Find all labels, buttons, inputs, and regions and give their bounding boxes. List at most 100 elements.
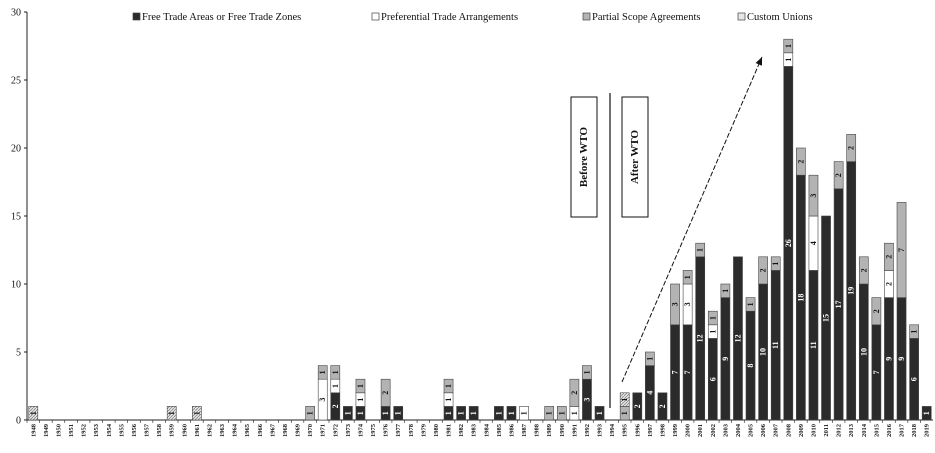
data-label: 1 — [356, 384, 365, 388]
x-tick-label: 1997 — [647, 423, 654, 437]
x-tick-label: 1980 — [433, 424, 440, 437]
legend-swatch — [371, 12, 380, 21]
annotation-box — [621, 96, 649, 218]
trend-arrow — [621, 56, 763, 383]
data-label: 1 — [784, 58, 793, 62]
data-label: 9 — [884, 357, 893, 361]
data-label: 1 — [645, 357, 654, 361]
legend-swatch — [737, 12, 746, 21]
x-tick-label: 1948 — [30, 423, 37, 437]
data-label: 1 — [444, 411, 453, 415]
legend-entry: Custom Unions — [747, 12, 813, 23]
legend-entry: Preferential Trade Arrangements — [381, 12, 518, 23]
x-tick-label: 1956 — [131, 423, 138, 437]
x-tick-label: 2013 — [848, 423, 855, 437]
x-tick-label: 1982 — [458, 424, 465, 437]
x-tick-label: 1949 — [43, 423, 50, 437]
x-tick-label: 1988 — [534, 423, 541, 437]
data-label: 1 — [582, 370, 591, 374]
annotation-label: After WTO — [629, 130, 641, 185]
bar-segment — [682, 270, 693, 285]
bar-segment — [833, 161, 844, 190]
data-label: 2 — [759, 268, 768, 272]
data-label: 2 — [847, 146, 856, 150]
data-label: 1 — [167, 411, 176, 415]
data-label: 6 — [910, 377, 919, 381]
bar-segment — [645, 351, 655, 366]
x-tick-label: 1967 — [269, 423, 276, 437]
data-label: 9 — [721, 357, 730, 361]
bar-segment — [494, 406, 504, 421]
x-tick-label: 1981 — [446, 424, 453, 437]
y-tick-label: 15 — [11, 212, 21, 223]
bar-segment — [707, 310, 718, 326]
bar-segment — [380, 378, 391, 407]
y-tick-label: 5 — [16, 348, 21, 359]
x-tick-label: 2017 — [899, 423, 906, 437]
data-label: 2 — [658, 404, 667, 408]
x-tick-label: 1961 — [194, 424, 201, 437]
data-label: 1 — [192, 411, 201, 415]
x-tick-label: 2014 — [861, 423, 868, 437]
data-label: 7 — [897, 248, 906, 252]
bar-segment — [519, 406, 529, 421]
y-tick-label: 30 — [11, 8, 21, 19]
data-label: 2 — [872, 309, 881, 313]
data-label: 2 — [884, 282, 893, 286]
x-tick-label: 1966 — [257, 423, 264, 437]
data-label: 1 — [306, 411, 315, 415]
x-tick-label: 1962 — [206, 424, 213, 437]
data-label: 1 — [545, 411, 554, 415]
data-label: 17 — [834, 300, 843, 308]
x-tick-label: 2011 — [823, 424, 830, 437]
bar-segment — [468, 406, 479, 421]
data-label: 1 — [356, 411, 365, 415]
x-tick-label: 1959 — [169, 423, 176, 437]
data-label: 1 — [595, 411, 604, 415]
x-tick-label: 1994 — [609, 423, 616, 437]
data-label: 1 — [520, 411, 529, 415]
legend-entry: Partial Scope Agreements — [592, 12, 700, 23]
data-label: 1 — [784, 44, 793, 48]
x-tick-label: 1998 — [659, 423, 666, 437]
data-label: 1 — [29, 411, 38, 415]
x-tick-label: 2008 — [785, 423, 792, 437]
bar-segment — [166, 406, 177, 421]
x-tick-label: 2019 — [924, 423, 931, 437]
x-tick-label: 1965 — [244, 423, 251, 437]
bar-segment — [796, 147, 806, 176]
data-label: 1 — [469, 411, 478, 415]
data-label: 6 — [708, 377, 717, 381]
x-tick-label: 1978 — [408, 423, 415, 437]
bar-segment — [921, 406, 932, 421]
data-label: 2 — [633, 404, 642, 408]
x-tick-label: 2007 — [773, 423, 780, 437]
x-tick-label: 1991 — [571, 424, 578, 437]
data-label: 8 — [746, 364, 755, 368]
bar-segment — [733, 256, 743, 421]
bar-segment — [632, 392, 643, 421]
x-tick-label: 1984 — [483, 423, 490, 437]
x-tick-label: 1969 — [295, 423, 302, 437]
data-label: 4 — [809, 241, 818, 245]
y-tick-label: 0 — [16, 416, 21, 427]
x-tick-label: 1996 — [634, 423, 641, 437]
bar-segment — [896, 202, 907, 298]
bar-segment — [619, 392, 630, 407]
data-label: 3 — [671, 302, 680, 306]
data-label: 18 — [796, 294, 805, 302]
data-label: 1 — [444, 398, 453, 402]
x-tick-label: 1953 — [93, 423, 100, 437]
data-label: 1 — [721, 289, 730, 293]
x-tick-label: 1987 — [521, 423, 528, 437]
data-label: 11 — [771, 341, 780, 349]
legend: Free Trade Areas or Free Trade Zones Pref… — [132, 12, 813, 23]
data-label: 1 — [620, 398, 629, 402]
data-label: 3 — [582, 398, 591, 402]
x-tick-label: 2012 — [836, 424, 843, 437]
bar-segment — [858, 256, 869, 285]
bar-segment — [556, 406, 567, 421]
x-tick-label: 1986 — [508, 423, 515, 437]
x-tick-label: 1975 — [370, 423, 377, 437]
x-tick-label: 2003 — [722, 423, 729, 437]
